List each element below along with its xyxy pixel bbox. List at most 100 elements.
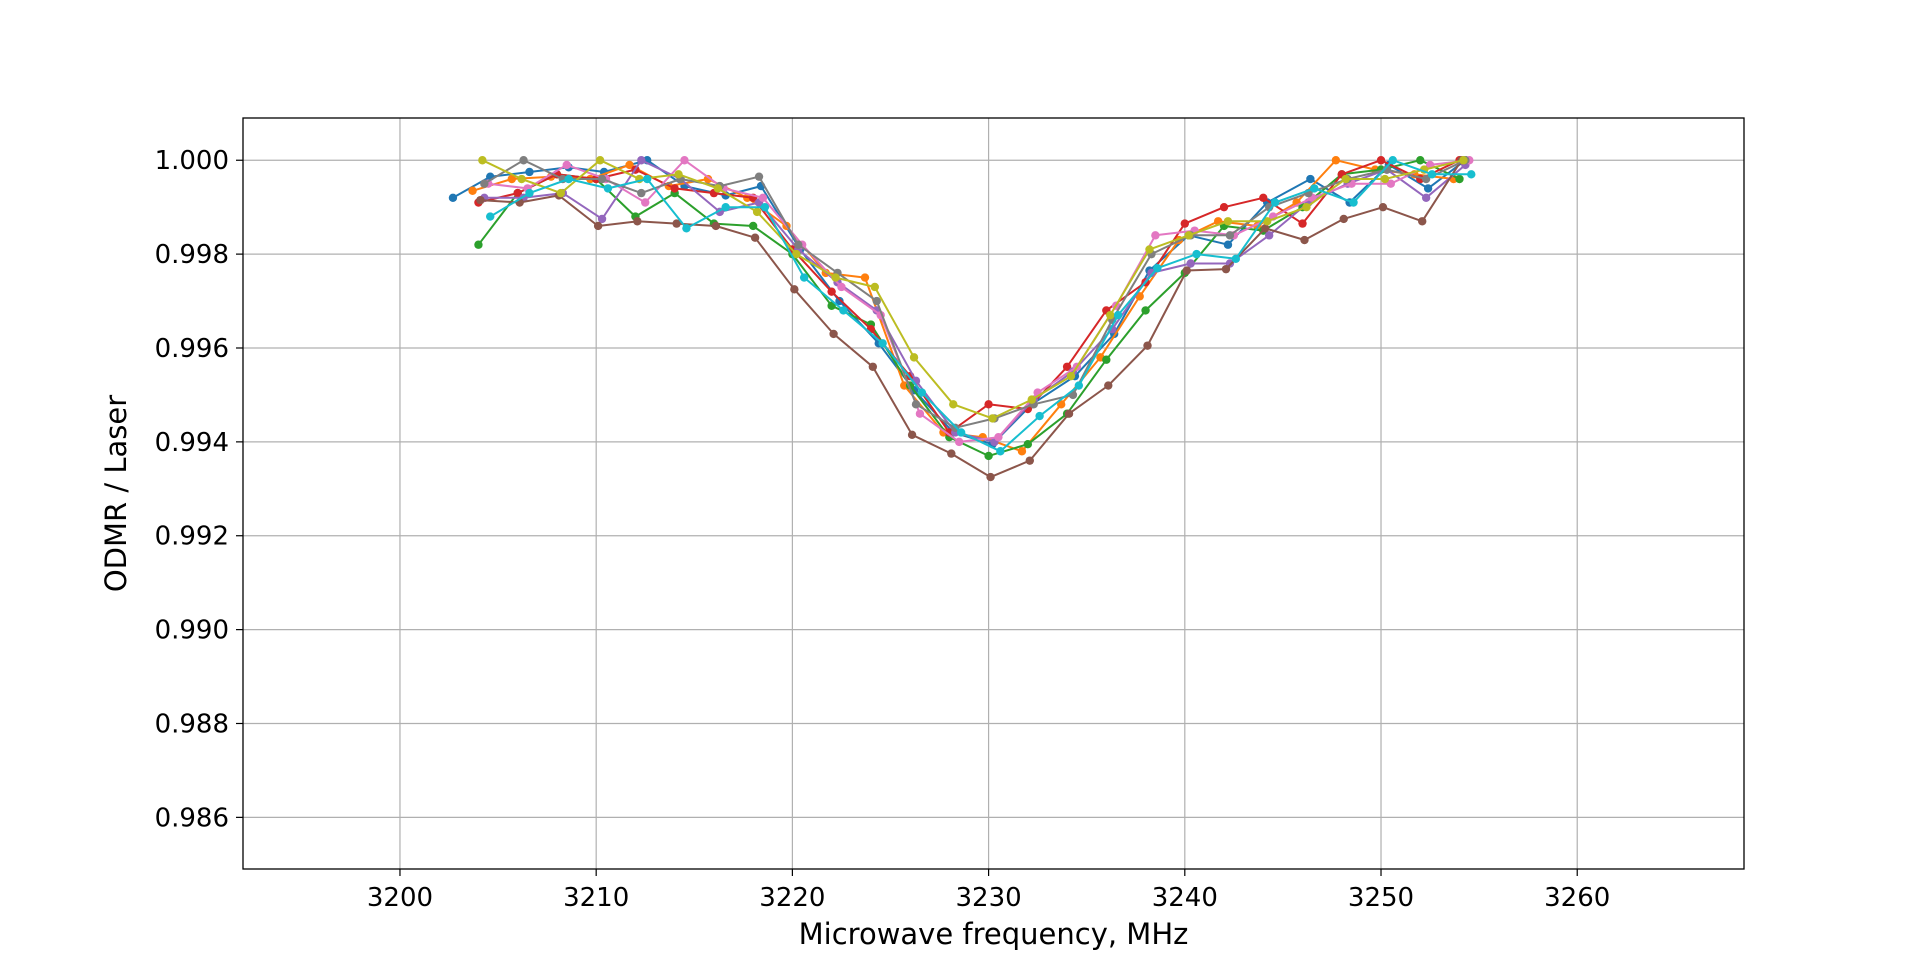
- series-layer: [448, 156, 1476, 482]
- data-point: [1349, 198, 1358, 207]
- data-point: [1066, 371, 1076, 381]
- grid: [243, 118, 1744, 869]
- data-point: [1421, 174, 1431, 184]
- data-point: [827, 301, 836, 310]
- x-tick-label: 3200: [367, 883, 433, 913]
- data-point: [1418, 217, 1427, 226]
- data-point: [478, 156, 487, 165]
- y-tick-label: 0.996: [155, 334, 229, 364]
- data-point: [1339, 214, 1348, 224]
- data-point: [1421, 193, 1431, 202]
- data-point: [1376, 156, 1386, 165]
- x-tick-label: 3220: [759, 883, 825, 913]
- data-point: [1219, 202, 1229, 212]
- data-point: [835, 296, 844, 306]
- x-tick-label: 3230: [956, 883, 1022, 913]
- data-point: [556, 188, 566, 198]
- data-point: [448, 193, 458, 202]
- data-point: [754, 172, 764, 181]
- series-7: [484, 156, 1474, 447]
- data-point: [1182, 266, 1191, 275]
- series-line: [489, 159, 1472, 453]
- data-point: [1145, 245, 1154, 254]
- data-point: [988, 414, 997, 423]
- data-point: [680, 156, 689, 165]
- data-point: [872, 296, 881, 306]
- y-tick-label: 0.988: [155, 709, 229, 739]
- data-point: [474, 240, 483, 249]
- data-point: [986, 472, 995, 482]
- plot-frame: [242, 117, 1745, 870]
- data-point: [839, 306, 848, 315]
- data-point: [1025, 456, 1034, 465]
- data-point: [1467, 170, 1476, 179]
- data-point: [637, 156, 646, 165]
- data-point: [637, 188, 646, 198]
- data-point: [513, 188, 522, 198]
- data-point: [1264, 231, 1274, 240]
- data-point: [1263, 217, 1272, 226]
- data-point: [519, 156, 528, 165]
- y-tick-label: 1.000: [155, 146, 229, 176]
- data-point: [870, 282, 879, 292]
- data-point: [760, 202, 770, 212]
- y-tick-label: 0.990: [155, 616, 229, 646]
- data-point: [1062, 362, 1072, 371]
- series-line: [477, 159, 1460, 457]
- data-point: [597, 174, 607, 184]
- y-tick-label: 0.992: [155, 522, 229, 552]
- data-point: [507, 174, 517, 184]
- data-point: [1184, 231, 1193, 240]
- data-point: [792, 249, 801, 259]
- data-point: [994, 432, 1003, 442]
- data-point: [1298, 219, 1307, 228]
- y-axis-label: ODMR / Laser: [99, 395, 133, 592]
- data-point: [525, 167, 534, 177]
- data-point: [827, 287, 836, 296]
- data-point: [641, 198, 650, 207]
- data-point: [915, 409, 925, 418]
- data-point: [597, 214, 607, 224]
- data-point: [476, 195, 485, 205]
- data-point: [703, 174, 713, 184]
- y-tick-label: 0.994: [155, 428, 229, 458]
- y-tick-label: 0.986: [155, 803, 229, 833]
- data-point: [794, 240, 803, 249]
- data-point: [911, 400, 921, 409]
- data-point: [1427, 170, 1437, 179]
- data-point: [1027, 395, 1036, 404]
- data-point: [1056, 400, 1066, 409]
- data-point: [562, 160, 571, 170]
- data-point: [909, 353, 919, 362]
- data-point: [829, 329, 838, 339]
- data-point: [486, 212, 495, 221]
- data-point: [564, 174, 573, 184]
- data-point: [1221, 264, 1231, 274]
- data-point: [945, 428, 954, 437]
- data-point: [1300, 235, 1309, 245]
- x-tick-label: 3260: [1544, 883, 1610, 913]
- data-point: [954, 437, 964, 447]
- data-point: [984, 451, 993, 461]
- data-point: [1064, 409, 1074, 418]
- data-point: [790, 285, 799, 294]
- data-point: [517, 174, 526, 184]
- data-point: [1302, 202, 1311, 212]
- data-point: [831, 273, 840, 282]
- y-tick-label: 0.998: [155, 240, 229, 270]
- data-point: [1035, 411, 1044, 421]
- data-point: [878, 339, 887, 348]
- data-point: [1074, 381, 1084, 390]
- series-line: [480, 159, 1463, 479]
- data-point: [721, 202, 730, 212]
- data-point: [758, 193, 768, 202]
- data-point: [1186, 259, 1195, 268]
- data-point: [525, 188, 534, 198]
- data-point: [1386, 179, 1396, 188]
- data-point: [860, 273, 870, 282]
- data-point: [1259, 193, 1268, 202]
- data-point: [672, 219, 681, 228]
- data-point: [1225, 231, 1235, 240]
